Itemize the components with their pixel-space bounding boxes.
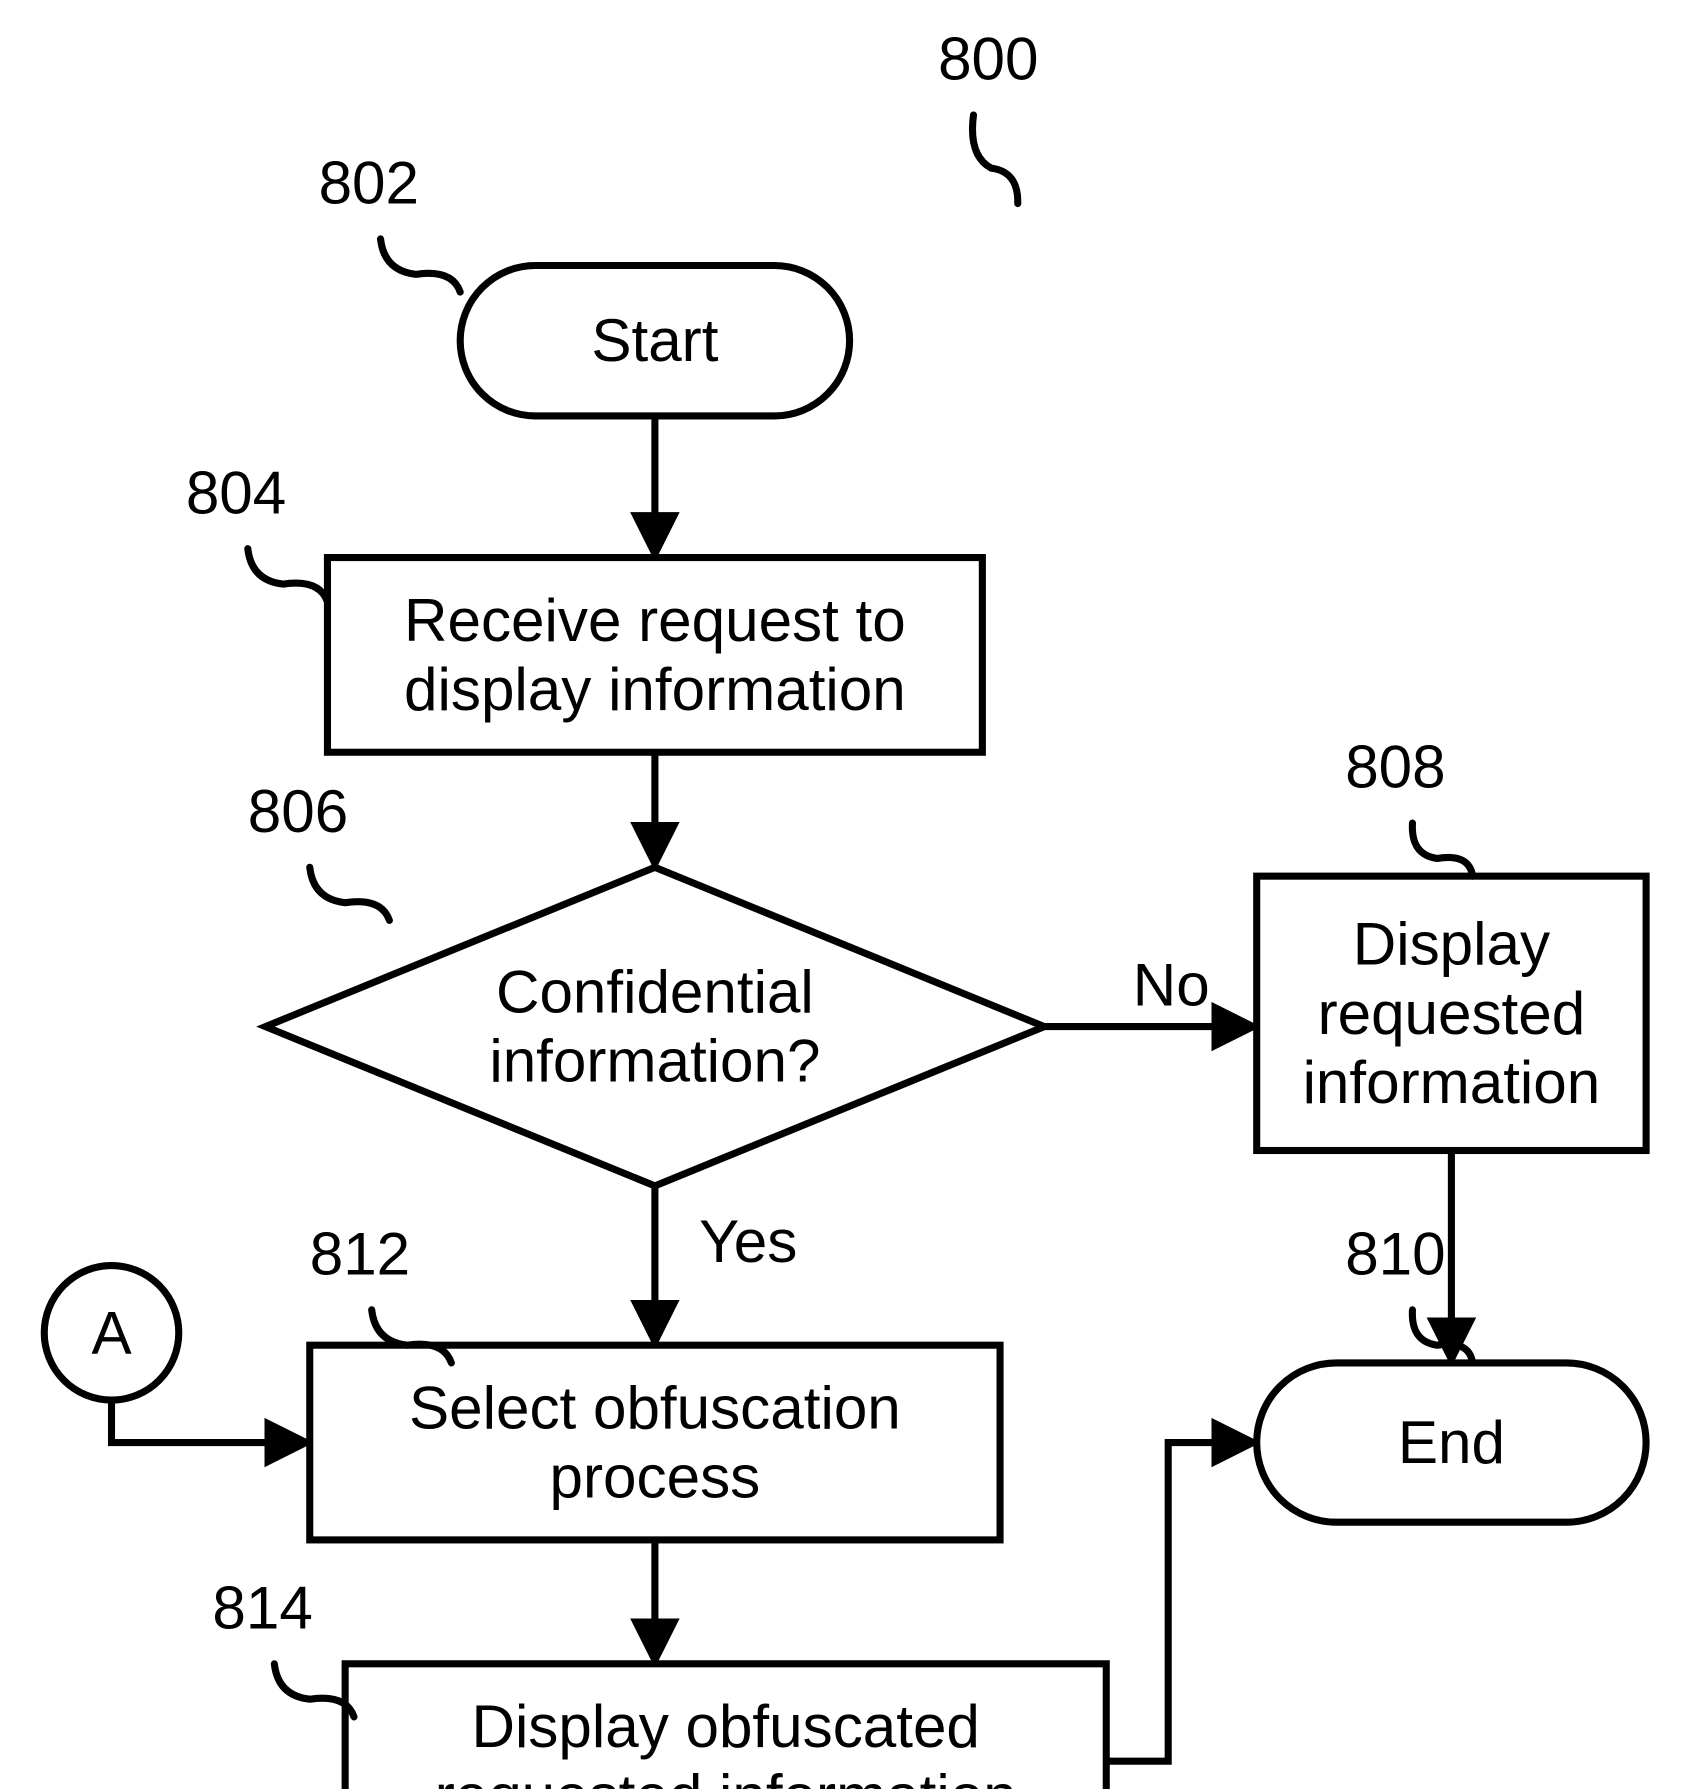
ref-leader bbox=[248, 549, 328, 602]
node-text: Confidential bbox=[496, 958, 814, 1025]
node-text: Select obfuscation bbox=[409, 1374, 901, 1441]
ref-label: 810 bbox=[1345, 1220, 1445, 1287]
node-select: Select obfuscationprocess bbox=[310, 1345, 1000, 1540]
node-text: requested information bbox=[435, 1762, 1017, 1789]
node-text: display information bbox=[404, 656, 906, 723]
edge-label: Yes bbox=[699, 1208, 797, 1275]
node-text: information bbox=[1303, 1049, 1601, 1116]
node-text: Start bbox=[591, 307, 718, 374]
ref-label: 806 bbox=[248, 778, 348, 845]
node-connector_a: A bbox=[44, 1266, 179, 1401]
node-display_obf: Display obfuscatedrequested information bbox=[345, 1664, 1106, 1789]
flowchart: No Yes Start Receive request todisplay info… bbox=[0, 0, 1691, 1789]
ref-label: 812 bbox=[310, 1220, 410, 1287]
edge bbox=[112, 1400, 310, 1442]
node-text: End bbox=[1398, 1409, 1505, 1476]
ref-label: 802 bbox=[319, 150, 419, 217]
ref-leader bbox=[973, 115, 1018, 203]
node-text: Display bbox=[1353, 911, 1550, 978]
node-text: Receive request to bbox=[404, 587, 906, 654]
node-decision: Confidentialinformation? bbox=[266, 867, 1045, 1186]
ref-label: 800 bbox=[938, 26, 1038, 93]
ref-leader bbox=[381, 239, 461, 292]
node-receive: Receive request todisplay information bbox=[327, 558, 982, 753]
node-text: Display obfuscated bbox=[471, 1693, 979, 1760]
ref-leader bbox=[1412, 823, 1472, 876]
node-display_req: Displayrequestedinformation bbox=[1257, 876, 1646, 1150]
node-text: A bbox=[91, 1299, 132, 1366]
node-start: Start bbox=[460, 266, 849, 416]
node-text: information? bbox=[489, 1028, 820, 1095]
edge-label: No bbox=[1133, 951, 1210, 1018]
node-text: process bbox=[550, 1444, 761, 1511]
ref-leader bbox=[310, 867, 390, 920]
node-text: requested bbox=[1318, 980, 1586, 1047]
ref-label: 814 bbox=[212, 1574, 312, 1641]
edge bbox=[1106, 1443, 1256, 1762]
node-end: End bbox=[1257, 1363, 1646, 1522]
ref-label: 804 bbox=[186, 459, 286, 526]
flowchart-container: No Yes Start Receive request todisplay info… bbox=[0, 0, 1691, 1789]
ref-label: 808 bbox=[1345, 734, 1445, 801]
ref-leader bbox=[1412, 1310, 1472, 1363]
